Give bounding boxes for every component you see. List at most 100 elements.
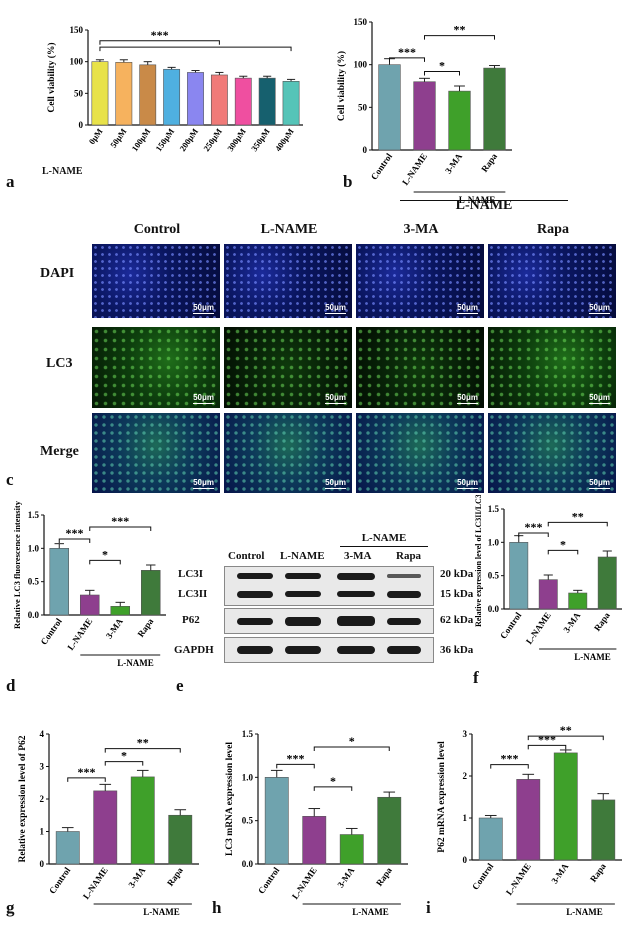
sig-bracket xyxy=(424,35,495,40)
panel-label-h: h xyxy=(212,898,222,917)
scale-bar: 50μm xyxy=(325,393,346,402)
y-tick-label: 1.0 xyxy=(242,772,254,782)
y-tick-label: 4 xyxy=(40,729,45,739)
x-tick-label: 3-MA xyxy=(561,610,582,635)
y-tick-label: 1.5 xyxy=(488,504,500,514)
y-tick-label: 0.5 xyxy=(488,571,500,581)
y-tick-label: 0.5 xyxy=(242,816,254,826)
sig-bracket xyxy=(276,763,315,769)
micro-lc3-3ma: 50μm xyxy=(356,327,484,408)
x-tick-label: Rapa xyxy=(135,616,155,639)
scale-bar: 50μm xyxy=(457,303,478,312)
sig-bracket xyxy=(89,526,152,531)
y-tick-label: 1.0 xyxy=(488,537,500,547)
sig-label: ** xyxy=(572,509,584,523)
sig-bracket xyxy=(547,549,579,555)
band-p62-lname xyxy=(285,617,321,626)
e-kda-p62: 62 kDa xyxy=(440,614,474,626)
micro-lc3-rapa: 50μm xyxy=(488,327,616,408)
x-tick-label: Control xyxy=(256,865,282,896)
x-tick-label: 3-MA xyxy=(104,616,125,641)
y-tick-label: 50 xyxy=(358,102,368,112)
scale-bar: 50μm xyxy=(457,393,478,402)
micro-dapi-rapa: 50μm xyxy=(488,244,616,318)
e-kda-lc3ii: 15 kDa xyxy=(440,588,474,600)
bar-Rapa xyxy=(377,796,402,865)
blot-gapdh xyxy=(224,637,434,663)
x-tick-label: 350μM xyxy=(249,126,272,153)
sig-bracket xyxy=(424,70,460,76)
scale-bar: 50μm xyxy=(457,478,478,487)
y-tick-label: 0 xyxy=(463,855,468,865)
y-tick-label: 0 xyxy=(363,145,368,155)
band-lc3ii-lname xyxy=(285,591,321,597)
group-label: L-NAME xyxy=(143,907,180,917)
y-axis-label: LC3 mRNA expression level xyxy=(225,742,235,856)
sig-label: * xyxy=(121,749,127,763)
c-col-control: Control xyxy=(133,222,181,237)
x-tick-label: Rapa xyxy=(165,865,185,888)
x-tick-label: Control xyxy=(369,151,395,182)
bar-250μM xyxy=(210,74,228,126)
bar-3-MA xyxy=(339,834,364,865)
bar-3-MA xyxy=(553,752,578,861)
group-label: L-NAME xyxy=(352,907,389,917)
e-kda-gapdh: 36 kDa xyxy=(440,644,474,656)
x-tick-label: Control xyxy=(470,861,496,892)
panel-label-b: b xyxy=(343,172,353,191)
scale-bar: 50μm xyxy=(325,303,346,312)
sig-bracket xyxy=(313,786,353,791)
x-tick-label: 150μM xyxy=(153,126,176,153)
sig-label: * xyxy=(560,537,566,551)
y-tick-label: 0.0 xyxy=(28,610,40,620)
group-label: L-NAME xyxy=(459,195,496,204)
band-gapdh-lname xyxy=(285,646,321,654)
bar-200μM xyxy=(187,72,204,126)
band-lc3ii-3ma xyxy=(337,591,375,597)
bar-0μM xyxy=(91,61,109,126)
panel-label-c: c xyxy=(6,470,14,489)
y-tick-label: 0 xyxy=(40,859,45,869)
x-tick-label: L-NAME xyxy=(81,865,110,901)
e-col-control: Control xyxy=(228,550,265,562)
x-tick-label: 3-MA xyxy=(549,861,570,886)
y-tick-label: 100 xyxy=(354,60,368,70)
e-row-lc3i: LC3I xyxy=(178,568,204,580)
bar-50μM xyxy=(115,61,133,126)
x-tick-label: L-NAME xyxy=(504,861,533,897)
sig-label: * xyxy=(330,774,336,788)
micro-lc3-lname: 50μm xyxy=(224,327,352,408)
bar-Control xyxy=(509,542,529,610)
sig-bracket xyxy=(313,746,390,751)
bar-L-NAME xyxy=(93,790,118,865)
panel-label-g: g xyxy=(6,898,15,917)
micro-lc3-control: 50μm xyxy=(92,327,220,408)
sig-label: *** xyxy=(78,765,96,779)
bar-L-NAME xyxy=(79,594,100,616)
sig-bracket xyxy=(490,764,529,769)
scale-bar: 50μm xyxy=(193,393,214,402)
sig-label: ** xyxy=(137,736,149,750)
x-tick-label: 250μM xyxy=(201,126,224,153)
x-tick-label: L-NAME xyxy=(65,616,94,652)
sig-label: * xyxy=(102,547,108,561)
bar-150μM xyxy=(163,68,181,126)
x-tick-label: 3-MA xyxy=(443,151,464,176)
y-tick-label: 2 xyxy=(40,794,45,804)
sig-label: *** xyxy=(66,526,84,540)
bar-100μM xyxy=(139,64,157,126)
c-group-label: L-NAME xyxy=(455,198,513,213)
panel-label-d: d xyxy=(6,676,16,695)
x-tick-label: Rapa xyxy=(374,865,394,888)
group-label: L-NAME xyxy=(566,907,603,917)
sig-bracket xyxy=(547,521,608,527)
band-lc3i-lname xyxy=(285,573,321,579)
sig-bracket xyxy=(518,532,549,537)
c-row-dapi: DAPI xyxy=(40,266,75,281)
x-tick-label: 3-MA xyxy=(335,865,356,890)
x-tick-label: Rapa xyxy=(592,610,612,633)
bar-L-NAME xyxy=(538,579,558,610)
y-tick-label: 1 xyxy=(463,813,468,823)
band-lc3i-3ma xyxy=(337,573,375,580)
